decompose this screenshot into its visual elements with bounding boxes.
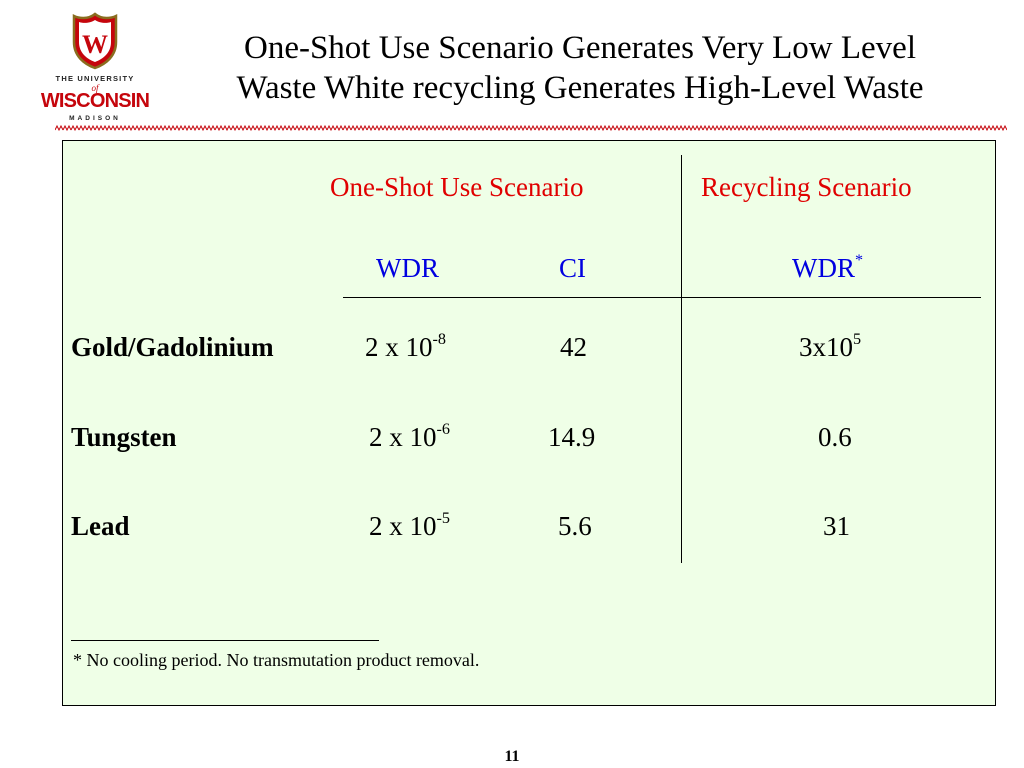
page-number: 11 (504, 748, 520, 765)
column-divider (681, 155, 682, 563)
row-recycling-wdr: 31 (823, 511, 850, 541)
col-header-recycling-wdr: WDR* (792, 252, 863, 284)
row-recycling-wdr: 3x105 (799, 330, 862, 362)
group-header-one-shot: One-Shot Use Scenario (330, 172, 584, 202)
row-recycling-wdr: 0.6 (818, 422, 852, 452)
row-wdr: 2 x 10-5 (369, 509, 450, 541)
title-line-2: Waste White recycling Generates High-Lev… (236, 70, 924, 106)
logo-madison: MADISON (69, 115, 121, 122)
logo-the-university: THE UNIVERSITY (55, 74, 135, 83)
crest-icon: W (72, 12, 118, 70)
row-material: Tungsten (71, 422, 177, 452)
row-ci: 42 (560, 332, 587, 362)
col-header-recycling-wdr-label: WDR (792, 253, 855, 283)
row-material: Lead (71, 511, 130, 541)
decorative-divider (55, 124, 1007, 132)
results-table: One-Shot Use Scenario Recycling Scenario… (62, 140, 996, 706)
col-header-wdr: WDR (376, 253, 439, 283)
footnote-rule (71, 640, 379, 641)
footnote: * No cooling period. No transmutation pr… (73, 650, 480, 670)
row-ci: 5.6 (558, 511, 592, 541)
slide-title: One-Shot Use Scenario Generates Very Low… (150, 28, 1010, 108)
col-header-ci: CI (559, 253, 586, 283)
logo-of: of (91, 83, 99, 93)
crest-letter: W (82, 30, 108, 59)
logo-wisconsin: WISCONSIN (40, 90, 150, 112)
row-wdr: 2 x 10-6 (369, 420, 450, 452)
group-header-recycling: Recycling Scenario (701, 172, 912, 202)
header-rule (343, 297, 981, 298)
university-logo: W THE UNIVERSITY of WISCONSIN MADISON (40, 12, 150, 122)
row-material: Gold/Gadolinium (71, 332, 274, 362)
footnote-marker: * (855, 251, 864, 270)
row-wdr: 2 x 10-8 (365, 330, 446, 362)
title-line-1: One-Shot Use Scenario Generates Very Low… (243, 30, 916, 66)
row-ci: 14.9 (548, 422, 596, 452)
